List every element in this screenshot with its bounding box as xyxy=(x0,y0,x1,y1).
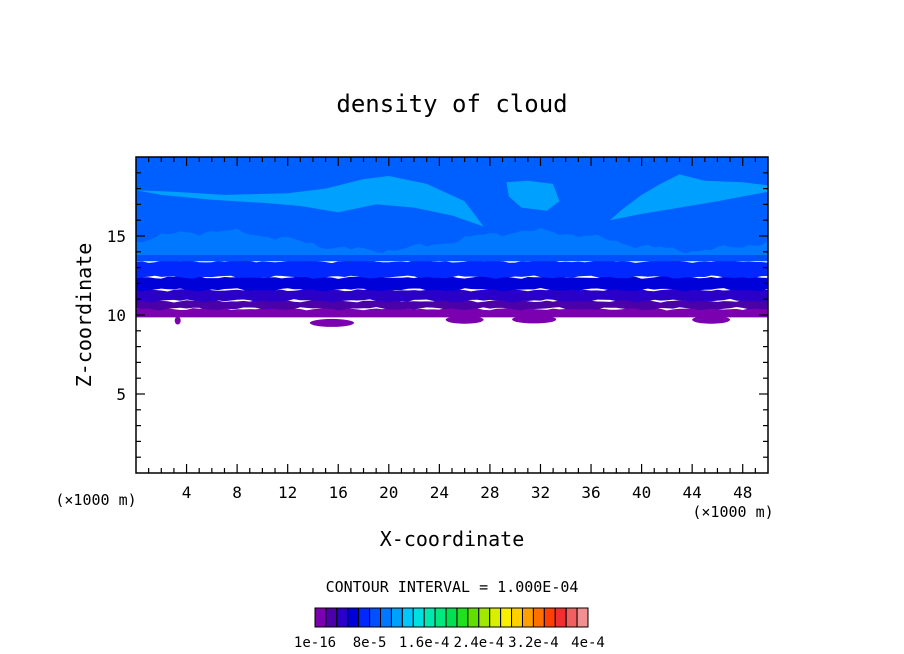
x-tick-label: 48 xyxy=(733,483,752,502)
colorbar-swatch xyxy=(576,607,589,628)
colorbar-swatch xyxy=(554,607,567,628)
x-tick-label: 16 xyxy=(329,483,348,502)
x-tick-label: 4 xyxy=(182,483,192,502)
axis-ticks xyxy=(136,157,768,473)
colorbar-swatch xyxy=(478,607,491,628)
x-tick-label: 20 xyxy=(379,483,398,502)
colorbar-swatch xyxy=(380,607,392,628)
contour-region-1_4e-4-2 xyxy=(506,180,560,211)
x-tick-label: 28 xyxy=(480,483,499,502)
x-unit-left: (×1000 m) xyxy=(55,491,136,509)
colorbar-swatch xyxy=(390,607,403,628)
colorbar-labels: 1e-16 8e-5 1.6e-4 2.4e-4 3.2e-4 4e-4 xyxy=(294,635,605,651)
colorbar-swatch xyxy=(369,607,382,628)
cloud-base-edge-2 xyxy=(309,318,355,327)
x-axis-label: X-coordinate xyxy=(380,527,525,551)
x-tick-labels: 4 8 12 16 20 24 28 32 36 40 44 48 xyxy=(182,483,753,502)
cloud-base-edge-3 xyxy=(445,315,484,324)
colorbar-swatch xyxy=(412,607,425,628)
chart-title: density of cloud xyxy=(336,90,567,118)
colorbar-swatch xyxy=(532,607,545,628)
contour-region-1_4e-4-3 xyxy=(610,174,768,221)
contour-band-4e-5 xyxy=(136,288,768,303)
y-tick-label: 15 xyxy=(107,227,126,246)
colorbar-swatch xyxy=(423,607,436,628)
colorbar-tick-label: 3.2e-4 xyxy=(508,635,559,651)
colorbar-swatch xyxy=(325,607,338,628)
colorbar-swatch xyxy=(336,607,349,628)
x-tick-label: 8 xyxy=(232,483,242,502)
colorbar-tick-label: 2.4e-4 xyxy=(454,635,505,651)
contour-field xyxy=(136,157,768,473)
contour-band-8e-5 xyxy=(136,259,768,279)
x-tick-label: 40 xyxy=(632,483,651,502)
y-tick-label: 10 xyxy=(107,306,126,325)
y-tick-labels: 5 10 15 xyxy=(107,227,126,404)
colorbar-tick-label: 1.6e-4 xyxy=(399,635,450,651)
colorbar-swatch xyxy=(511,607,523,628)
y-axis-label: Z-coordinate xyxy=(72,243,96,388)
contour-band-6e-5 xyxy=(136,275,768,292)
x-tick-label: 36 xyxy=(581,483,600,502)
colorbar xyxy=(314,607,589,628)
colorbar-swatch xyxy=(456,607,469,628)
x-tick-label: 32 xyxy=(531,483,550,502)
colorbar-tick-label: 4e-4 xyxy=(571,635,605,651)
colorbar-tick-label: 1e-16 xyxy=(294,635,336,651)
cloud-base-edge-4 xyxy=(512,315,557,324)
clear-region xyxy=(136,317,768,473)
colorbar-swatch xyxy=(445,607,458,628)
colorbar-swatch xyxy=(565,607,578,628)
cloud-base-edge-1 xyxy=(174,316,181,325)
colorbar-swatch xyxy=(521,607,534,628)
colorbar-swatch xyxy=(314,607,327,628)
y-tick-label: 5 xyxy=(116,385,126,404)
contour-band-2e-5 xyxy=(136,299,768,311)
colorbar-swatch xyxy=(358,607,371,628)
cloud-base-edge-5 xyxy=(692,315,731,324)
colorbar-swatch xyxy=(543,607,556,628)
contour-region-1_4e-4-1 xyxy=(136,176,484,227)
x-tick-label: 12 xyxy=(278,483,297,502)
colorbar-tick-label: 8e-5 xyxy=(353,635,387,651)
x-tick-label: 24 xyxy=(430,483,449,502)
colorbar-swatch xyxy=(467,607,480,628)
x-unit-right: (×1000 m) xyxy=(692,503,773,521)
colorbar-swatch xyxy=(434,607,447,628)
contour-interval-text: CONTOUR INTERVAL = 1.000E-04 xyxy=(326,578,579,596)
x-tick-label: 44 xyxy=(683,483,702,502)
colorbar-swatch xyxy=(489,607,502,628)
colorbar-swatch xyxy=(500,607,513,628)
colorbar-swatch xyxy=(347,607,360,628)
colorbar-swatch xyxy=(401,607,414,628)
